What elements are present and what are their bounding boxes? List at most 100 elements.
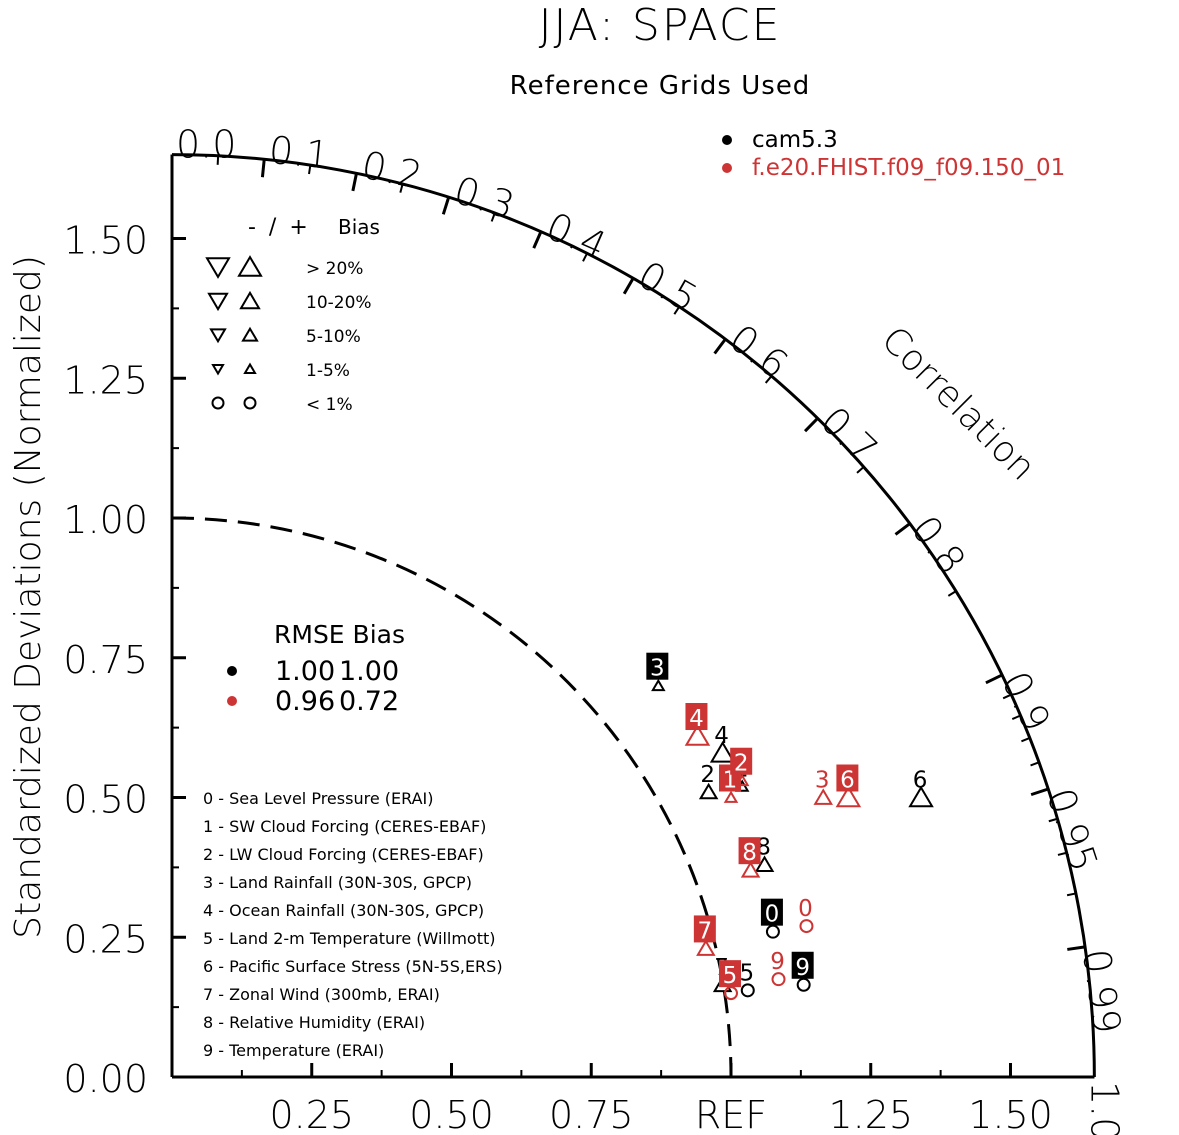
series-legend-label: f.e20.FHIST.f09_f09.150_01 [752, 155, 1065, 181]
bias-legend-marker [239, 290, 261, 310]
data-point-marker [734, 773, 750, 787]
reference-arc [171, 516, 733, 1078]
stats-legend-rmse: 0.96 [275, 686, 335, 717]
corr-minor-tick [1002, 693, 1012, 700]
stats-legend-bias: 1.00 [339, 656, 399, 687]
data-point-label: 6 [913, 768, 928, 794]
bias-legend-marker [211, 396, 225, 410]
bias-legend-label: < 1% [306, 395, 353, 415]
corr-minor-tick [947, 590, 957, 597]
data-point-label-box [730, 747, 753, 775]
corr-tick [441, 196, 451, 215]
variable-legend-item: 1 - SW Cloud Forcing (CERES-EBAF) [203, 817, 486, 836]
bias-legend-marker [207, 292, 229, 312]
data-point-label-box [693, 915, 716, 943]
corr-tick-label: 0.3 [449, 168, 520, 228]
stats-legend-bias: 0.72 [339, 686, 399, 717]
data-point-marker [813, 788, 833, 805]
variable-legend-item: 3 - Land Rainfall (30N-30S, GPCP) [203, 873, 472, 892]
data-point-label-box [760, 898, 783, 926]
bias-legend-label: 5-10% [306, 327, 361, 347]
data-point-label: 9 [795, 955, 810, 981]
data-point-marker [684, 724, 711, 746]
corr-tick-label: 0.4 [540, 204, 613, 269]
variable-legend-item: 5 - Land 2-m Temperature (Willmott) [203, 929, 496, 948]
corr-minor-tick [1030, 761, 1040, 767]
data-point-label: 7 [698, 918, 713, 944]
y-tick-label: 0.25 [63, 917, 148, 961]
correlation-label: Correlation [873, 319, 1043, 489]
corr-tick-label: 0.6 [721, 316, 796, 387]
corr-tick-label: 0.2 [358, 143, 426, 198]
chart-subtitle: Reference Grids Used [510, 71, 811, 101]
corr-tick [713, 338, 727, 355]
corr-tick [622, 277, 635, 295]
data-point-label: 0 [798, 896, 813, 922]
corr-tick-label: 0.99 [1074, 946, 1129, 1036]
variable-legend-item: 4 - Ocean Rainfall (30N-30S, GPCP) [203, 901, 484, 920]
stats-legend-dot [227, 666, 237, 676]
bias-legend-marker [243, 362, 257, 374]
corr-tick-label: 1.0 [1082, 1081, 1126, 1135]
y-tick-label: 1.25 [63, 358, 148, 402]
bias-legend-marker [243, 396, 257, 410]
data-point-label: 6 [840, 768, 855, 794]
variable-legend-item: 0 - Sea Level Pressure (ERAI) [203, 789, 433, 808]
y-tick-label: 0.00 [63, 1057, 148, 1101]
bias-legend-label: 1-5% [306, 361, 350, 381]
corr-minor-tick [764, 375, 773, 384]
corr-minor-tick [1057, 851, 1067, 856]
corr-minor-tick [399, 183, 404, 193]
data-point-marker [771, 972, 786, 987]
corr-tick [803, 417, 819, 433]
x-tick-label: 1.25 [828, 1093, 913, 1135]
data-point-label-box [646, 652, 669, 680]
data-point-label: 5 [739, 960, 754, 986]
bias-legend-marker [205, 257, 231, 279]
y-axis-label: Standardized Deviations (Normalized) [8, 255, 49, 939]
corr-minor-tick [856, 466, 865, 474]
data-point-label: 3 [650, 656, 665, 682]
corr-tick [532, 231, 543, 249]
series-legend-dot [722, 163, 732, 173]
corr-tick-label: 0.8 [903, 508, 974, 583]
data-point-marker [740, 983, 755, 998]
corr-minor-tick [1021, 737, 1031, 743]
data-point-label: 2 [700, 762, 715, 788]
bias-legend-marker [241, 326, 259, 342]
stats-legend-dot [227, 696, 237, 706]
variable-legend-item: 8 - Relative Humidity (ERAI) [203, 1013, 425, 1032]
bias-legend-marker [211, 364, 225, 376]
data-point-label: 4 [714, 723, 729, 749]
data-point-marker [835, 785, 862, 808]
y-tick-label: 1.50 [63, 219, 148, 263]
series-legend-dot [722, 135, 732, 145]
bias-legend-title: Bias [338, 215, 380, 239]
data-point-label: 0 [765, 902, 780, 928]
corr-tick-label: 0.7 [812, 398, 886, 472]
data-point-marker [754, 855, 775, 872]
data-point-marker [740, 860, 761, 878]
variable-legend-item: 6 - Pacific Surface Stress (5N-5S,ERS) [203, 957, 503, 976]
x-tick-label: 0.25 [269, 1093, 354, 1135]
variable-legend-item: 9 - Temperature (ERAI) [203, 1041, 384, 1060]
corr-tick [894, 522, 911, 536]
axes-group: 0.000.250.500.751.001.251.500.25 0.50 0.75… [63, 153, 1096, 1135]
stats-legend-rmse: 1.00 [275, 656, 335, 687]
data-point-marker [651, 678, 666, 692]
variable-legend-item: 7 - Zonal Wind (300mb, ERAI) [203, 985, 440, 1004]
data-point-label: 9 [770, 949, 785, 975]
corr-minor-tick [582, 252, 588, 262]
data-point-label: 3 [815, 768, 830, 794]
data-point-marker [723, 790, 739, 803]
ref-label: REF [695, 1093, 767, 1135]
data-point-label-box [836, 764, 859, 792]
corr-tick-label: 0.1 [267, 128, 332, 178]
series-legend-label: cam5.3 [752, 127, 838, 153]
data-point-label-box [685, 703, 708, 731]
outer-arc [171, 153, 1096, 1078]
data-point-label-box [719, 960, 741, 988]
data-point-label: 5 [723, 963, 738, 989]
data-point-marker [908, 785, 934, 808]
bias-legend-marker [237, 255, 263, 277]
